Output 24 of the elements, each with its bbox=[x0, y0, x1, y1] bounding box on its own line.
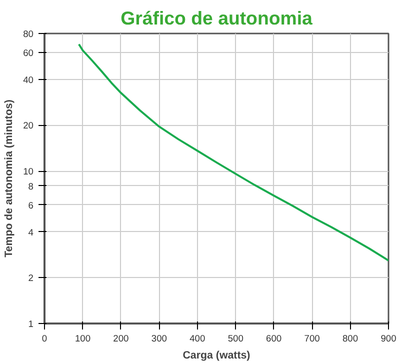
y-tick-label: 2 bbox=[28, 273, 34, 284]
y-axis-title: Tempo de autonomia (minutos) bbox=[3, 99, 16, 258]
y-tick-label: 1 bbox=[28, 319, 34, 329]
line-series bbox=[78, 43, 388, 262]
y-tick-label: 6 bbox=[28, 200, 34, 210]
x-tick-label: 300 bbox=[151, 334, 167, 344]
x-tick-label: 900 bbox=[380, 334, 396, 344]
chart-title: Gráfico de autonomia bbox=[120, 8, 314, 28]
x-axis-title: Carga (watts) bbox=[182, 350, 251, 362]
y-tick-label: 20 bbox=[23, 120, 34, 131]
y-tick-label: 4 bbox=[28, 227, 34, 238]
x-tick-label: 200 bbox=[113, 334, 129, 344]
y-tick-label: 8 bbox=[28, 181, 34, 192]
x-tick-label: 600 bbox=[266, 334, 282, 344]
x-tick-label: 800 bbox=[342, 334, 358, 344]
x-tick-label: 0 bbox=[42, 334, 48, 344]
x-tick-label: 100 bbox=[74, 334, 91, 344]
y-tick-label: 60 bbox=[23, 48, 34, 58]
x-tick-label: 400 bbox=[190, 334, 206, 344]
y-tick-label: 10 bbox=[23, 166, 34, 177]
x-tick-label: 700 bbox=[304, 334, 320, 344]
y-tick-label: 80 bbox=[23, 29, 34, 39]
y-tick-label: 40 bbox=[23, 74, 34, 85]
x-tick-label: 500 bbox=[228, 334, 244, 344]
